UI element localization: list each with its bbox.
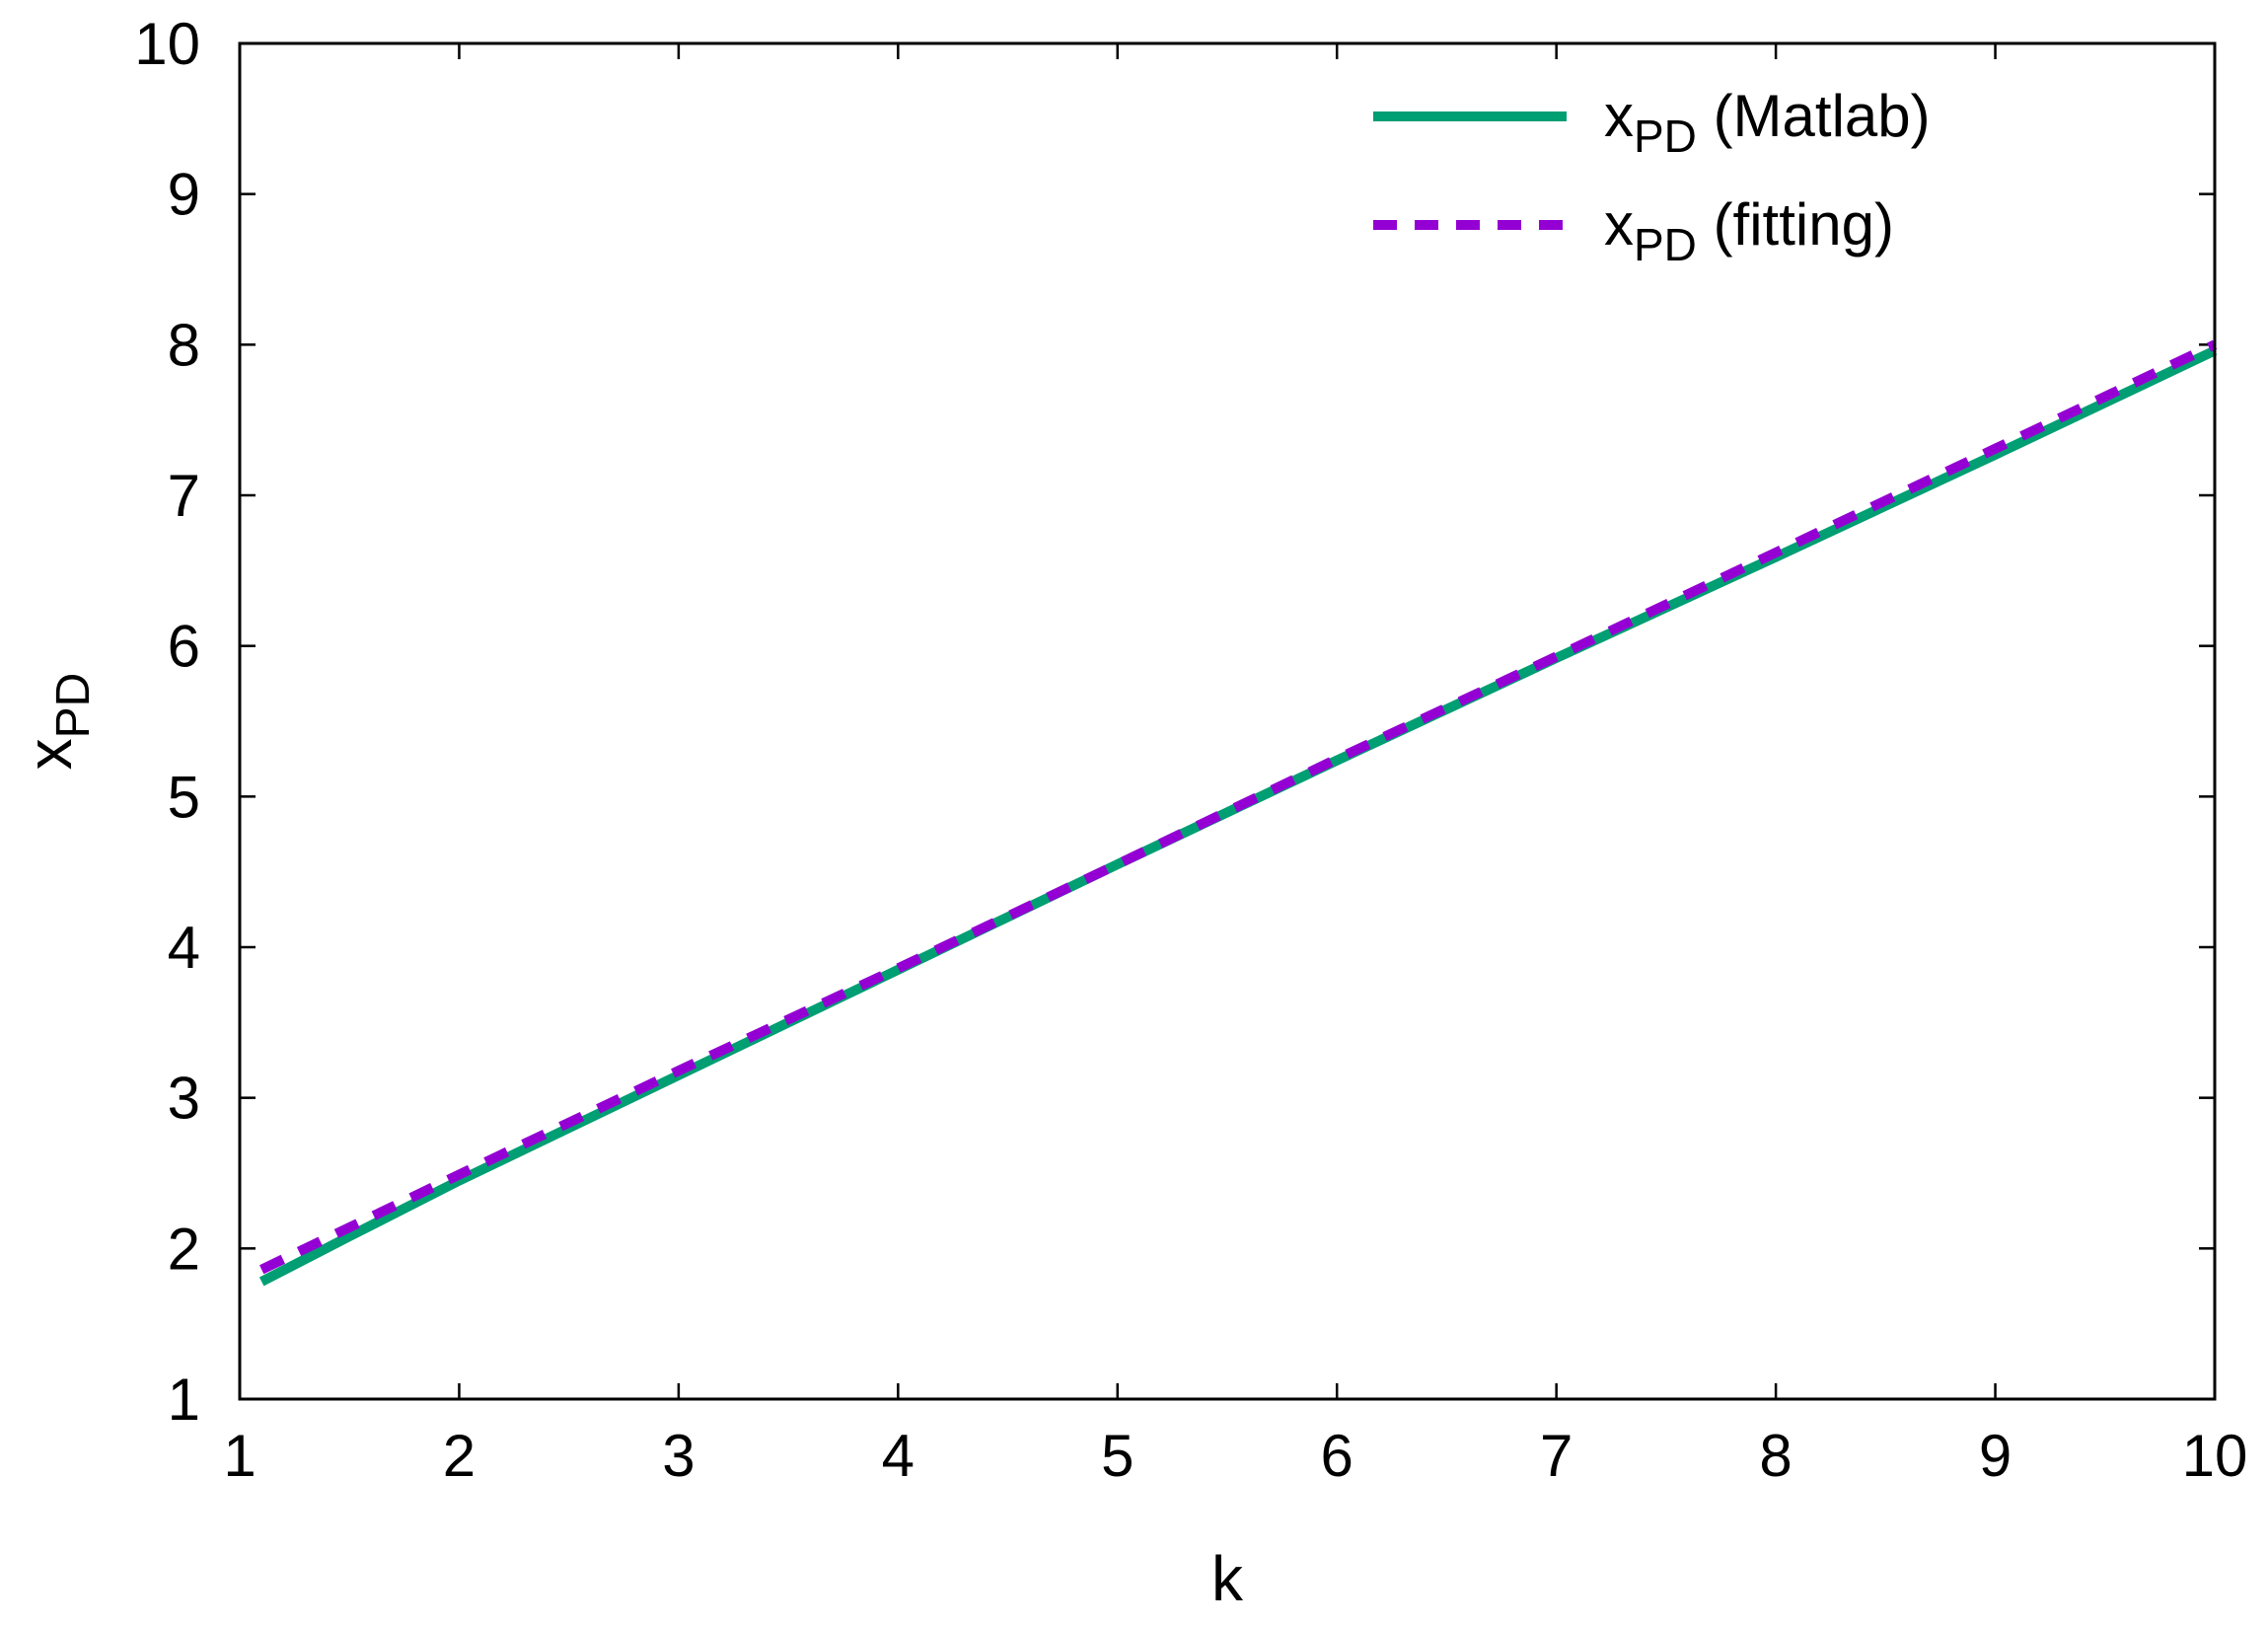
x-tick-label: 9 bbox=[1979, 1423, 2012, 1489]
x-axis-title: k bbox=[1211, 1543, 1244, 1614]
x-tick-label: 5 bbox=[1101, 1423, 1134, 1489]
plot-frame bbox=[238, 41, 2217, 1401]
y-tick-label: 5 bbox=[168, 764, 200, 830]
y-tick-label: 4 bbox=[168, 915, 200, 981]
series-line-matlab bbox=[258, 345, 2218, 1287]
y-tick-label: 6 bbox=[168, 614, 200, 680]
x-tick-label: 1 bbox=[223, 1423, 256, 1489]
series-line-fitting bbox=[259, 339, 2218, 1275]
y-tick-label: 10 bbox=[134, 11, 200, 77]
y-axis-title: xPD bbox=[14, 673, 100, 771]
x-tick-label: 6 bbox=[1321, 1423, 1353, 1489]
y-axis-title-base: x bbox=[14, 738, 85, 770]
y-tick-label: 8 bbox=[168, 312, 200, 378]
legend-label-matlab: xPD (Matlab) bbox=[1604, 83, 1931, 162]
plot-series bbox=[258, 339, 2218, 1287]
y-tick-label: 3 bbox=[168, 1066, 200, 1132]
y-tick-label: 2 bbox=[168, 1216, 200, 1282]
x-tick-labels: 1 2 3 4 5 6 7 8 9 10 bbox=[223, 1423, 2247, 1489]
y-tick-labels: 1 2 3 4 5 6 7 8 9 10 bbox=[134, 11, 200, 1433]
y-tick-label: 1 bbox=[168, 1367, 200, 1433]
x-tick-label: 8 bbox=[1759, 1423, 1792, 1489]
x-tick-label: 7 bbox=[1540, 1423, 1573, 1489]
x-tick-label: 4 bbox=[882, 1423, 915, 1489]
axis-ticks bbox=[238, 41, 2217, 1401]
x-tick-label: 3 bbox=[662, 1423, 695, 1489]
x-tick-label: 2 bbox=[443, 1423, 476, 1489]
y-tick-label: 9 bbox=[168, 162, 200, 228]
legend: xPD (Matlab) xPD (fitting) bbox=[1373, 83, 1931, 270]
y-tick-label: 7 bbox=[168, 463, 200, 529]
legend-label-fitting: xPD (fitting) bbox=[1604, 191, 1894, 270]
x-tick-label: 10 bbox=[2182, 1423, 2248, 1489]
y-axis-title-subscript: PD bbox=[47, 673, 100, 739]
